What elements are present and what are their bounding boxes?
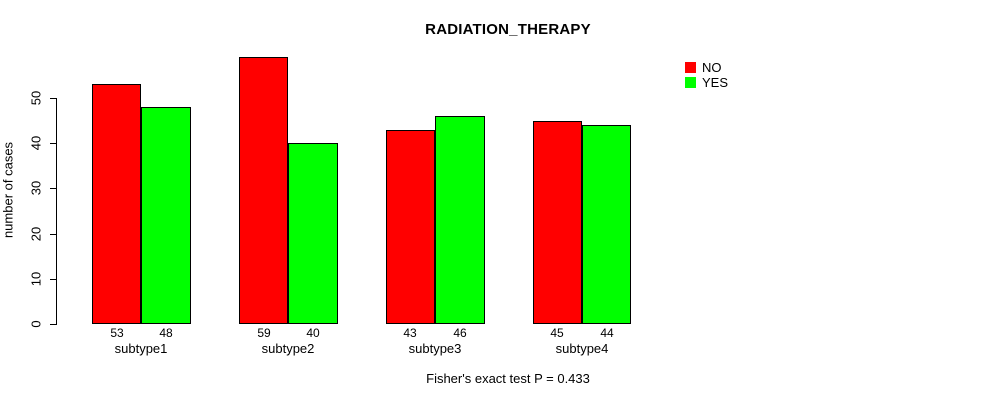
- y-tick-label: 0: [28, 320, 44, 328]
- category-label-subtype4: subtype4: [555, 341, 609, 356]
- y-tick-label: 20: [28, 226, 44, 242]
- bar-no-subtype1: [92, 84, 141, 324]
- bar-value-label: 44: [600, 326, 614, 340]
- y-tick: [50, 234, 56, 235]
- bar-value-label: 48: [159, 326, 173, 340]
- bar-no-subtype4: [533, 121, 582, 324]
- y-tick: [50, 279, 56, 280]
- bar-value-label: 59: [257, 326, 271, 340]
- legend: NO YES: [685, 60, 728, 90]
- y-tick: [50, 98, 56, 99]
- bar-no-subtype2: [239, 57, 288, 324]
- y-tick-label: 40: [28, 135, 44, 151]
- annotation-fisher-test: Fisher's exact test P = 0.433: [426, 371, 590, 386]
- y-axis-line: [56, 98, 57, 325]
- legend-label: YES: [702, 75, 729, 90]
- legend-item-yes: YES: [685, 75, 728, 90]
- bar-value-label: 43: [403, 326, 417, 340]
- category-label-subtype1: subtype1: [114, 341, 168, 356]
- y-tick: [50, 143, 56, 144]
- bar-value-label: 46: [453, 326, 467, 340]
- legend-item-no: NO: [685, 60, 728, 75]
- y-tick: [50, 324, 56, 325]
- bar-yes-subtype1: [141, 107, 191, 324]
- category-label-subtype2: subtype2: [261, 341, 315, 356]
- y-tick-label: 30: [28, 180, 44, 196]
- legend-swatch-yes: [685, 77, 696, 88]
- bar-yes-subtype3: [435, 116, 485, 324]
- y-tick-label: 50: [28, 90, 44, 106]
- bar-no-subtype3: [386, 130, 435, 324]
- bar-yes-subtype2: [288, 143, 338, 324]
- legend-label: NO: [702, 60, 722, 75]
- bar-value-label: 53: [110, 326, 124, 340]
- bar-value-label: 40: [306, 326, 320, 340]
- bar-yes-subtype4: [582, 125, 631, 324]
- y-tick: [50, 188, 56, 189]
- y-tick-label: 10: [28, 271, 44, 287]
- chart-title: RADIATION_THERAPY: [425, 21, 591, 38]
- legend-swatch-no: [685, 62, 696, 73]
- bar-value-label: 45: [550, 326, 564, 340]
- category-label-subtype3: subtype3: [408, 341, 462, 356]
